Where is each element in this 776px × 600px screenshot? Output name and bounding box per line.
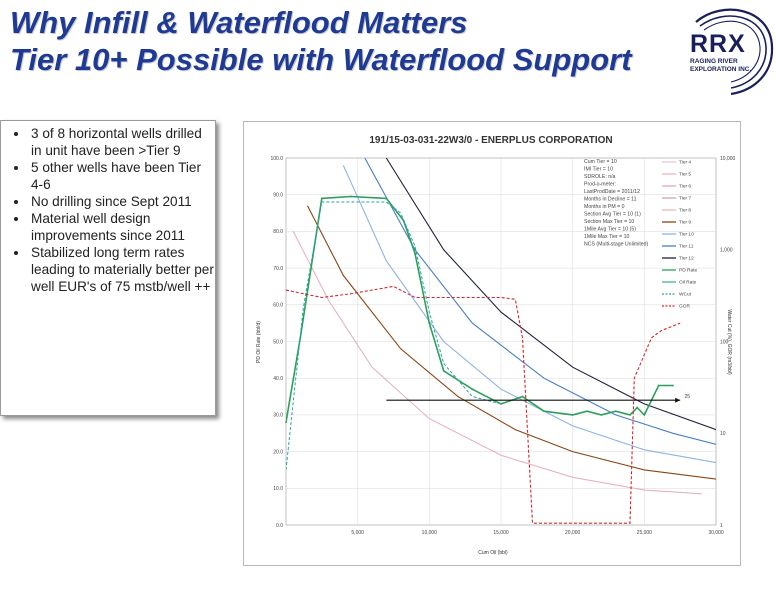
pd-rate-point bbox=[614, 410, 617, 413]
bullet-item: Material well design improvements since … bbox=[29, 210, 215, 244]
info-line: SDROLE: n/a bbox=[584, 174, 616, 180]
info-line: NCS (Multi-stage Unlimited) bbox=[584, 242, 649, 248]
legend-label: Tier 11 bbox=[679, 244, 694, 250]
x-tick-label: 30,000 bbox=[708, 530, 724, 536]
legend-label: Tier 8 bbox=[679, 208, 691, 214]
annotation-label: 25 bbox=[684, 394, 690, 400]
y2-tick-label: 10 bbox=[720, 431, 726, 437]
info-line: Cum Tier = 10 bbox=[584, 159, 617, 165]
title-line-2: Tier 10+ Possible with Waterflood Suppor… bbox=[10, 42, 632, 77]
y-tick-label: 20.0 bbox=[273, 449, 283, 455]
bullet-item: 5 other wells have been Tier 4-6 bbox=[29, 159, 215, 193]
y2-axis-label: Water Cut (%), GOR (m3/bbl) bbox=[726, 309, 732, 375]
pd-rate-point bbox=[629, 414, 631, 416]
annotation-arrowhead bbox=[675, 397, 681, 403]
y-tick-label: 40.0 bbox=[273, 376, 283, 382]
x-axis-label: Cum Oil (bbl) bbox=[478, 550, 508, 556]
legend-label: Tier 9 bbox=[679, 220, 691, 226]
pd-rate-point bbox=[571, 414, 574, 416]
info-line: IMI Tier = 10 bbox=[584, 167, 613, 173]
y-tick-label: 0.0 bbox=[276, 523, 283, 529]
pd-rate-point bbox=[349, 195, 352, 198]
info-line: 1Mile Avg Tier = 10 (5) bbox=[584, 227, 636, 233]
y-tick-label: 80.0 bbox=[273, 229, 283, 235]
legend-label: Tier 6 bbox=[679, 184, 691, 190]
bullet-item: No drilling since Sept 2011 bbox=[29, 193, 215, 210]
x-tick-label: 10,000 bbox=[422, 530, 438, 536]
legend-label: Oil Rate bbox=[679, 280, 697, 286]
pd-rate-point bbox=[586, 410, 588, 413]
pd-rate-point bbox=[657, 384, 660, 387]
pd-rate-point bbox=[471, 388, 474, 391]
legend-label: Tier 10 bbox=[679, 232, 694, 238]
info-line: Prod-o-meter: bbox=[584, 182, 616, 188]
bullet-item: Stabilized long term rates leading to ma… bbox=[29, 244, 215, 295]
pd-rate-point bbox=[521, 395, 524, 398]
y-tick-label: 50.0 bbox=[273, 339, 283, 345]
info-line: LastProdDate = 2011/12 bbox=[584, 189, 640, 195]
y-axis-label: PD Oil Rate (bbl/d) bbox=[256, 321, 262, 363]
y-tick-label: 70.0 bbox=[273, 266, 283, 272]
pd-rate-point bbox=[672, 384, 674, 387]
y-tick-label: 90.0 bbox=[273, 193, 283, 199]
info-line: Months in PM = 0 bbox=[584, 204, 625, 210]
bullet-list: 3 of 8 horizontal wells drilled in unit … bbox=[1, 125, 215, 295]
legend-label: WCut bbox=[679, 292, 692, 298]
bullet-item: 3 of 8 horizontal wells drilled in unit … bbox=[29, 125, 215, 159]
legend-label: PD Rate bbox=[679, 268, 697, 274]
legend-label: Tier 4 bbox=[679, 160, 691, 166]
x-tick-label: 15,000 bbox=[493, 530, 509, 536]
pd-rate-point bbox=[636, 406, 639, 409]
x-tick-label: 25,000 bbox=[637, 530, 653, 536]
y-tick-label: 30.0 bbox=[273, 413, 283, 419]
x-tick-label: 5,000 bbox=[351, 530, 364, 536]
logo-swoosh-icon bbox=[695, 8, 774, 96]
tier-curve-tier-11 bbox=[364, 158, 716, 445]
pd-rate-point bbox=[643, 414, 646, 416]
y2-tick-label: 100 bbox=[720, 339, 729, 345]
y2-tick-label: 1 bbox=[720, 523, 723, 529]
series-gor bbox=[286, 285, 681, 524]
pd-rate-point bbox=[285, 421, 287, 424]
legend-label: Tier 7 bbox=[679, 196, 691, 202]
info-line: 1Mile Max Tier = 10 bbox=[584, 234, 630, 240]
info-line: Section Max Tier = 10 bbox=[584, 219, 634, 225]
chart-svg: 191/15-03-031-22W3/0 - ENERPLUS CORPORAT… bbox=[256, 135, 736, 556]
y2-tick-label: 10,000 bbox=[720, 156, 736, 162]
y-tick-label: 100.0 bbox=[270, 156, 283, 162]
pd-rate-point bbox=[428, 322, 431, 325]
legend-label: Tier 5 bbox=[679, 172, 691, 178]
bullet-panel: 3 of 8 horizontal wells drilled in unit … bbox=[0, 120, 216, 416]
pd-rate-point bbox=[320, 197, 323, 200]
pd-rate-point bbox=[385, 197, 388, 200]
logo-subtitle: RAGING RIVER EXPLORATION INC. bbox=[690, 58, 752, 73]
info-line: Section Avg Tier = 10 (1) bbox=[584, 212, 641, 218]
slide-title: Why Infill & Waterflood Matters Tier 10+… bbox=[10, 4, 670, 78]
production-chart: 191/15-03-031-22W3/0 - ENERPLUS CORPORAT… bbox=[243, 121, 741, 566]
tier-curve-tier-8 bbox=[292, 231, 702, 495]
chart-title: 191/15-03-031-22W3/0 - ENERPLUS CORPORAT… bbox=[369, 135, 612, 146]
y2-tick-label: 1,000 bbox=[720, 248, 733, 254]
pd-rate-point bbox=[543, 410, 545, 413]
x-tick-label: 20,000 bbox=[565, 530, 581, 536]
legend-label: GOR bbox=[679, 304, 690, 310]
tier-curve-tier-9 bbox=[307, 205, 716, 480]
tier-curve-tier-10 bbox=[342, 165, 716, 464]
legend-label: Tier 12 bbox=[679, 256, 694, 262]
y-tick-label: 60.0 bbox=[273, 303, 283, 309]
info-line: Months in Decline = 11 bbox=[584, 197, 637, 203]
pd-rate-point bbox=[414, 252, 416, 255]
pd-rate-point bbox=[600, 414, 603, 416]
title-line-1: Why Infill & Waterflood Matters bbox=[10, 5, 468, 40]
y-tick-label: 10.0 bbox=[273, 486, 283, 492]
logo-name: RRX bbox=[690, 30, 746, 58]
tier-curve-tier-12 bbox=[385, 158, 716, 431]
pd-rate-point bbox=[442, 369, 445, 372]
